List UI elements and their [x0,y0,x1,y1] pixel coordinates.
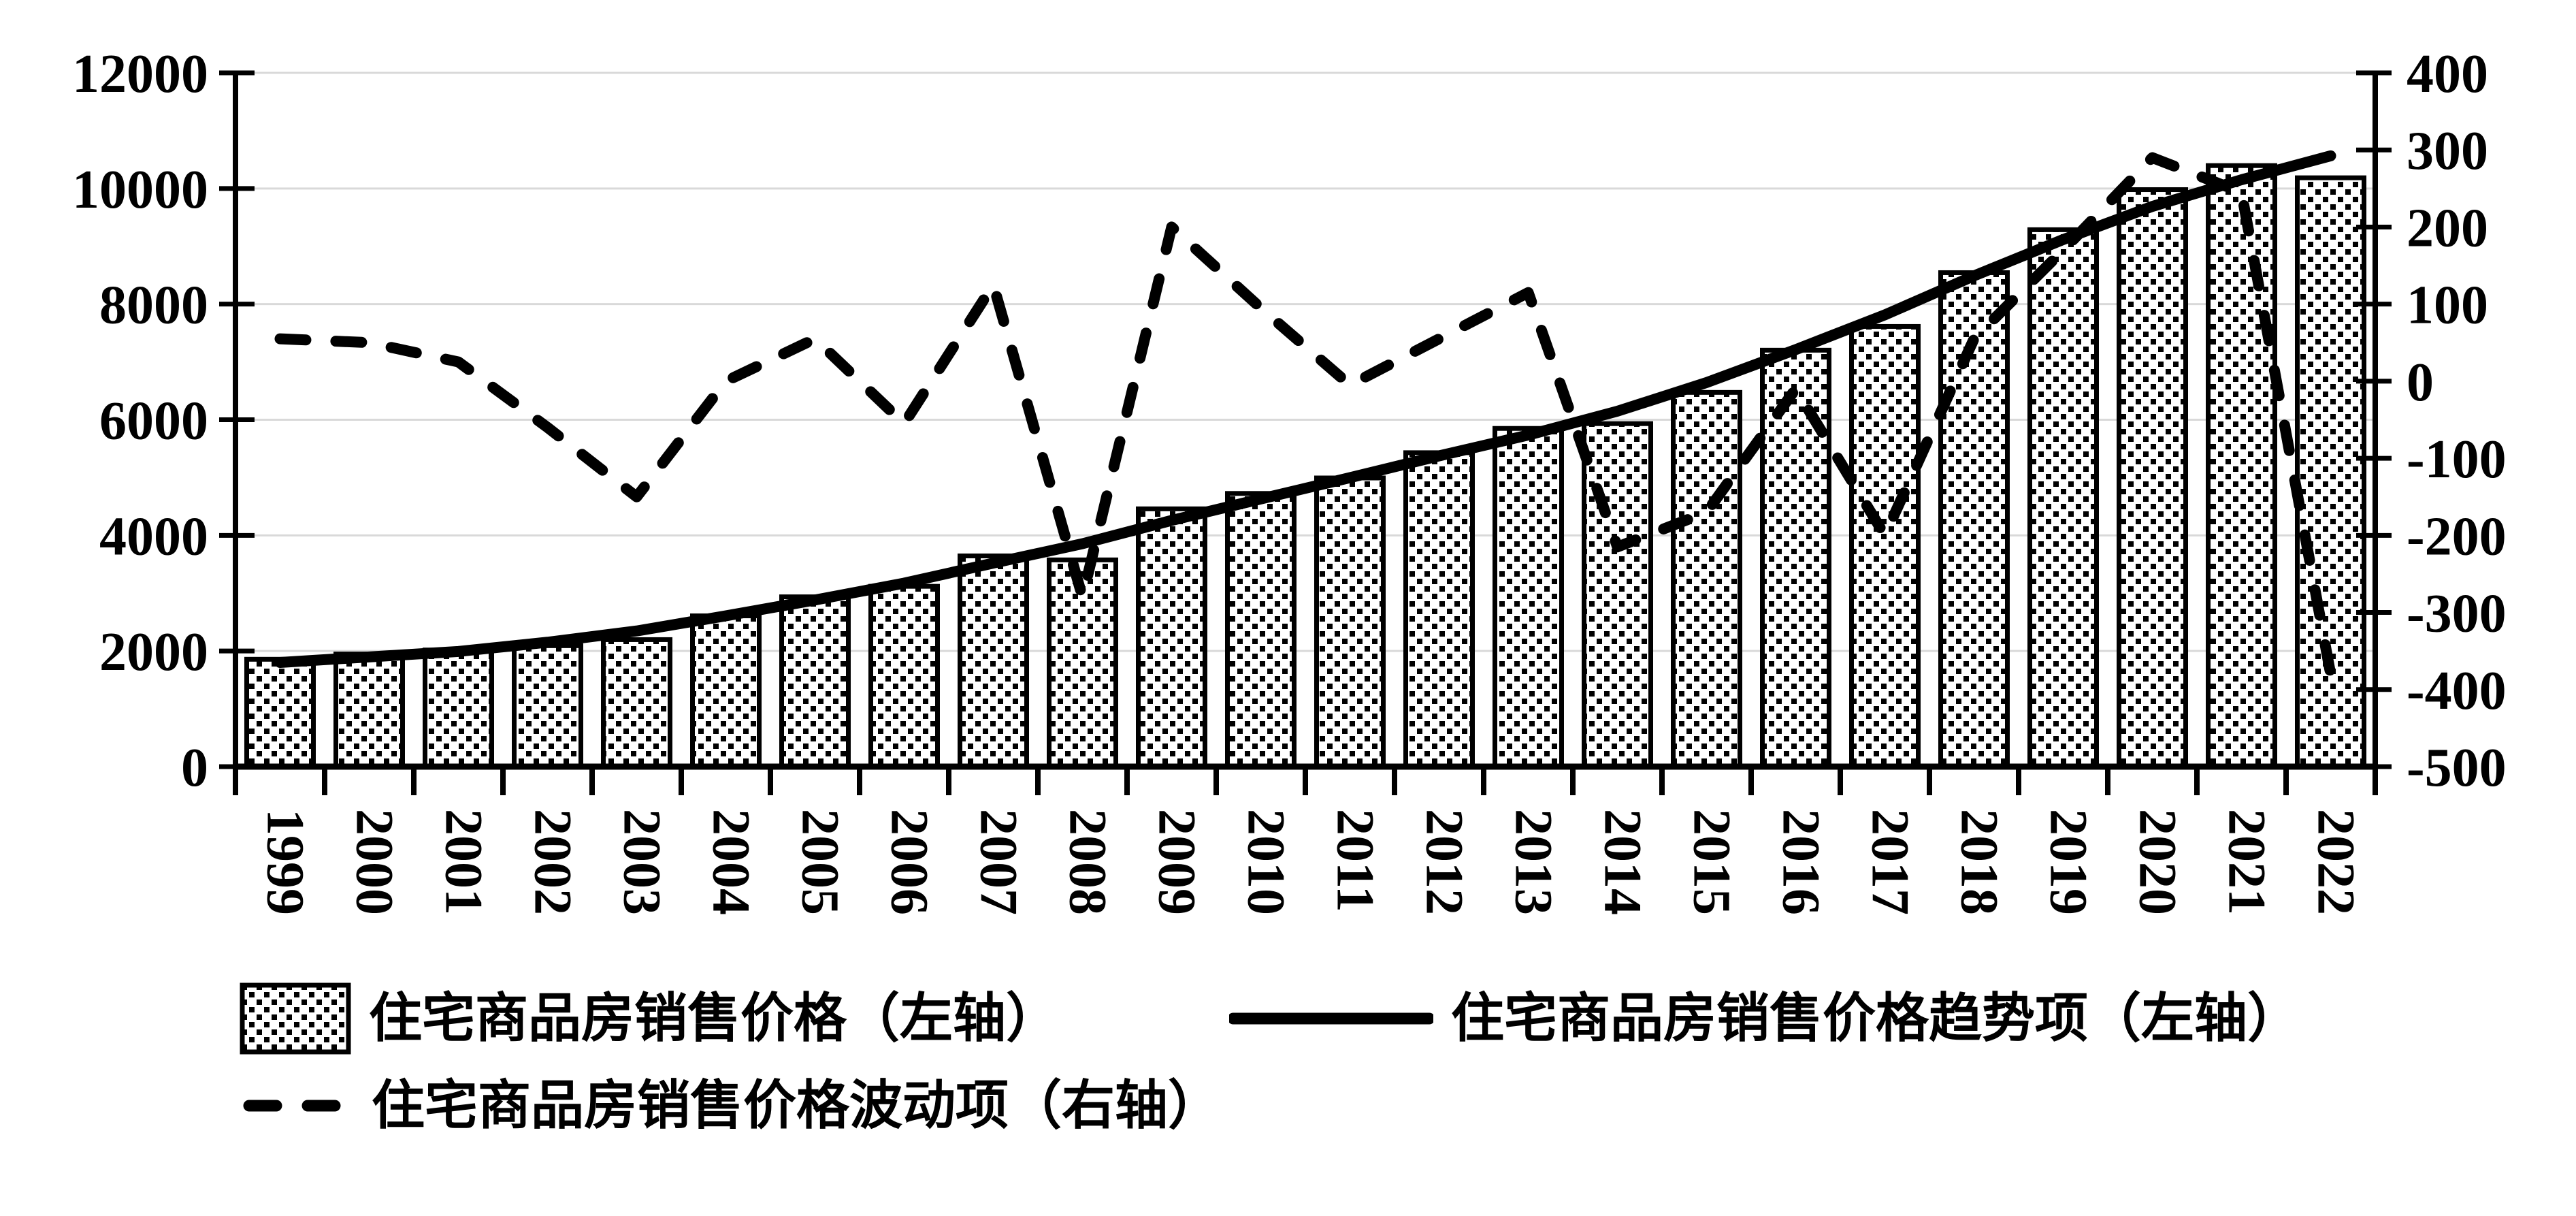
legend: 住宅商品房销售价格（左轴） 住宅商品房销售价格趋势项（左轴） 住宅商品房销售价格… [240,975,2417,1149]
bar-2006 [868,583,940,769]
right-axis-label-400: 400 [2407,44,2488,104]
bar-2015 [1671,389,1742,769]
left-axis-label-6000: 6000 [99,391,208,451]
line-series [274,150,2336,680]
right-axis-label--300: -300 [2407,584,2507,644]
year-label-2021: 2021 [2218,809,2277,915]
bar-2003 [601,637,672,769]
bar-2022 [2295,175,2366,769]
year-label-2000: 2000 [346,809,405,915]
legend-label-price: 住宅商品房销售价格（左轴） [369,989,1060,1048]
right-axis-label-200: 200 [2407,198,2488,258]
axes [219,70,2392,795]
bar-2007 [958,553,1029,769]
year-label-2004: 2004 [702,809,762,915]
legend-item-price: 住宅商品房销售价格（左轴） [240,982,1059,1055]
year-label-2015: 2015 [1683,809,1742,915]
year-label-2020: 2020 [2129,809,2188,915]
left-axis-label-8000: 8000 [99,276,208,336]
year-label-2002: 2002 [524,809,583,915]
year-label-2018: 2018 [1951,809,2010,915]
year-label-2022: 2022 [2307,809,2366,915]
gridlines [235,71,2375,652]
bar-swatch-icon [240,982,351,1055]
bar-2013 [1493,426,1564,769]
right-axis-label--500: -500 [2407,738,2507,798]
legend-label-cycle: 住宅商品房销售价格波动项（右轴） [372,1076,1222,1135]
bar-series [244,163,2366,769]
solid-line-swatch-icon [1229,1012,1434,1025]
legend-row-2: 住宅商品房销售价格波动项（右轴） [240,1062,2417,1149]
axis-labels: 12000 10000 8000 6000 4000 2000 0 400 300 200 100 0… [72,44,2507,915]
year-label-2019: 2019 [2040,809,2099,915]
right-axis-label--400: -400 [2407,661,2507,721]
legend-row-1: 住宅商品房销售价格（左轴） 住宅商品房销售价格趋势项（左轴） [240,975,2417,1062]
bar-2012 [1403,450,1475,769]
right-axis-label-0: 0 [2407,353,2434,413]
left-axis-label-0: 0 [181,738,208,798]
legend-item-trend: 住宅商品房销售价格趋势项（左轴） [1229,992,2300,1045]
year-label-1999: 1999 [257,809,316,915]
year-label-2008: 2008 [1059,809,1118,915]
right-axis-label--200: -200 [2407,507,2507,566]
year-label-2017: 2017 [1861,809,1921,915]
year-label-2005: 2005 [792,809,851,915]
bar-2014 [1582,421,1653,769]
bar-2011 [1314,475,1386,769]
year-label-2012: 2012 [1416,809,1475,915]
left-axis-label-4000: 4000 [99,507,208,566]
year-label-2006: 2006 [881,809,940,915]
right-axis-label-100: 100 [2407,276,2488,336]
bar-2010 [1225,491,1297,769]
bar-2005 [779,594,851,769]
right-axis-label-300: 300 [2407,121,2488,181]
left-axis-label-12000: 12000 [72,44,208,104]
left-axis-label-10000: 10000 [72,160,208,220]
dashed-line-swatch-icon [243,1100,351,1112]
trend-line [274,150,2336,668]
cycle-line [274,152,2336,680]
left-axis-label-2000: 2000 [99,622,208,682]
bar-2001 [423,647,494,769]
bar-2019 [2027,227,2099,769]
year-label-2010: 2010 [1237,809,1297,915]
bar-2017 [1849,323,1921,769]
bar-2000 [333,652,405,769]
year-label-2007: 2007 [970,809,1029,915]
bar-2009 [1136,506,1207,769]
legend-item-cycle: 住宅商品房销售价格波动项（右轴） [240,1079,1221,1132]
bar-2021 [2206,163,2277,769]
year-label-2011: 2011 [1326,809,1386,912]
year-label-2009: 2009 [1148,809,1207,915]
bar-1999 [244,656,316,769]
year-label-2001: 2001 [435,809,494,915]
year-label-2003: 2003 [613,809,672,915]
bar-2020 [2117,187,2188,769]
bar-2004 [690,613,762,769]
bar-2002 [512,643,583,769]
legend-label-trend: 住宅商品房销售价格趋势项（左轴） [1451,989,2301,1048]
right-axis-label--100: -100 [2407,430,2507,490]
year-label-2014: 2014 [1594,809,1653,915]
year-label-2013: 2013 [1505,809,1564,915]
year-label-2016: 2016 [1772,809,1831,915]
